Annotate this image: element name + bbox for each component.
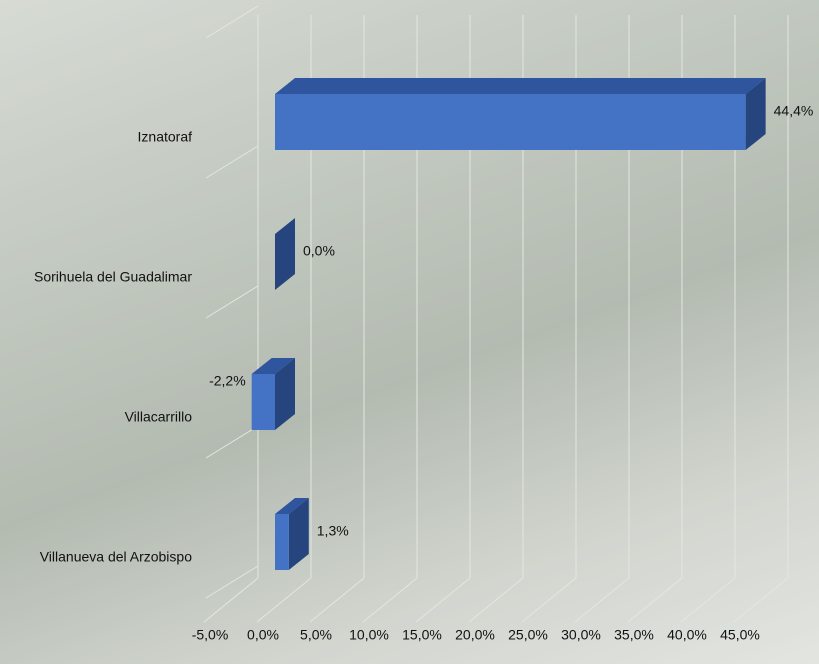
floor-grid-line <box>574 577 630 623</box>
x-tick-label: 35,0% <box>614 627 654 643</box>
floor-grid-line <box>362 577 418 623</box>
bar-top <box>275 498 309 514</box>
wall-line <box>205 285 259 319</box>
value-label: 44,4% <box>774 103 814 119</box>
x-tick-label: 20,0% <box>455 627 495 643</box>
value-label: -2,2% <box>209 373 246 389</box>
y-tick-label: Villanueva del Arzobispo <box>40 549 193 565</box>
bar-side <box>275 358 295 430</box>
floor-grid-line <box>309 577 365 623</box>
bar <box>251 374 275 430</box>
y-tick-label: Iznatoraf <box>138 129 193 145</box>
bar <box>275 514 289 570</box>
x-tick-label: 15,0% <box>402 627 442 643</box>
x-tick-label: 40,0% <box>667 627 707 643</box>
bar <box>275 94 746 150</box>
x-tick-label: 25,0% <box>508 627 548 643</box>
bar-side <box>275 218 295 290</box>
bar-side <box>745 78 766 150</box>
floor-grid-line <box>733 577 789 623</box>
floor-grid-line <box>415 577 471 623</box>
floor-grid-line <box>256 577 312 623</box>
value-label: 1,3% <box>317 523 349 539</box>
bar-top <box>251 358 295 374</box>
x-tick-label: 10,0% <box>349 627 389 643</box>
x-tick-label: 5,0% <box>300 627 332 643</box>
y-tick-label: Sorihuela del Guadalimar <box>34 269 192 285</box>
wall-line <box>205 425 259 459</box>
bar-top <box>275 78 766 94</box>
wall-line <box>205 565 259 599</box>
x-tick-label: -5,0% <box>192 627 229 643</box>
value-label: 0,0% <box>303 243 335 259</box>
wall-line <box>205 145 259 179</box>
x-tick-label: 30,0% <box>561 627 601 643</box>
x-tick-label: 0,0% <box>247 627 279 643</box>
x-tick-label: 45,0% <box>720 627 760 643</box>
floor-grid-line <box>521 577 577 623</box>
floor-grid-line <box>203 577 259 623</box>
floor-grid-line <box>627 577 683 623</box>
wall-line <box>205 5 259 39</box>
y-tick-label: Villacarrillo <box>125 409 193 425</box>
floor-grid-line <box>468 577 524 623</box>
floor-grid-line <box>680 577 736 623</box>
bar-side <box>288 498 309 570</box>
